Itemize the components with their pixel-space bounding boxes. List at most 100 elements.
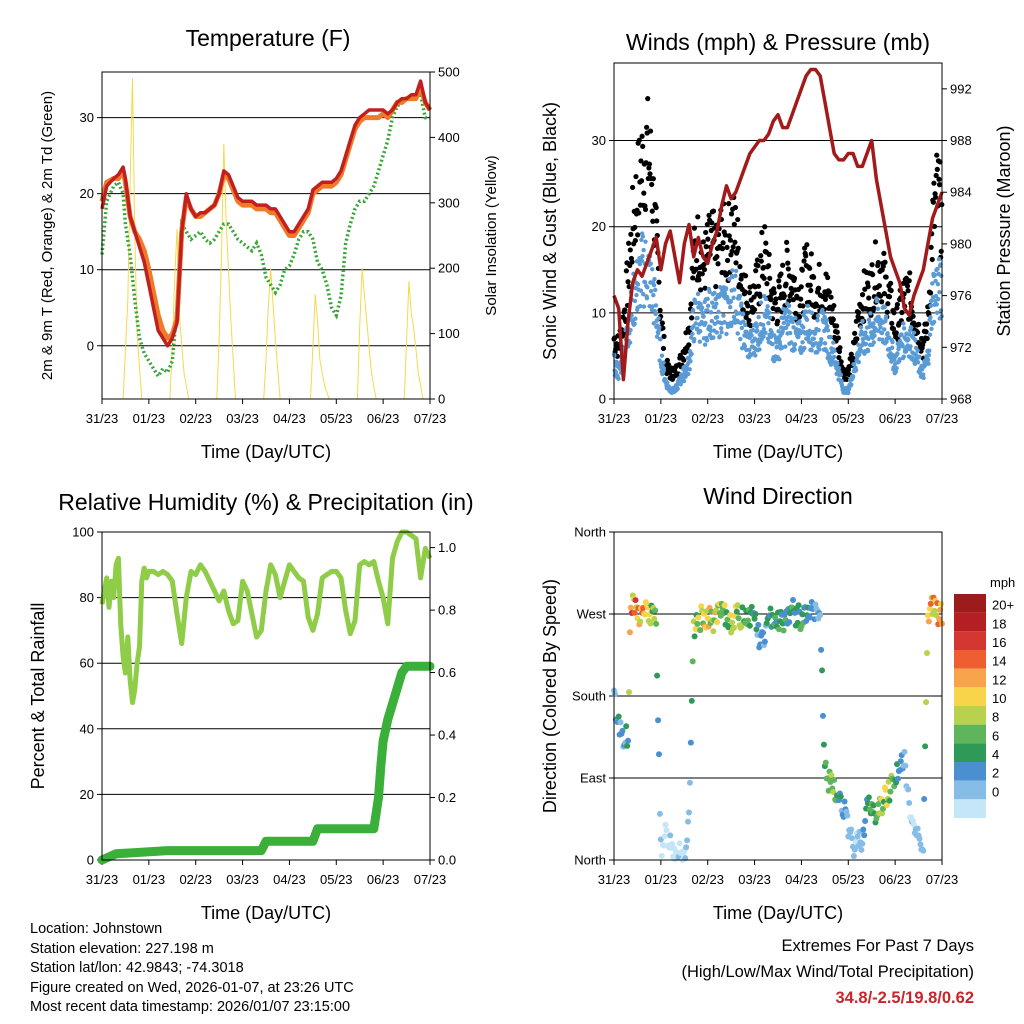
gust-point: [699, 271, 705, 277]
humidity-ytick-right-label: 0.2: [438, 790, 456, 805]
direction-point: [760, 629, 767, 636]
wind-point: [852, 361, 857, 367]
wind-point: [769, 330, 775, 335]
wind-point: [641, 292, 646, 297]
wind-point: [932, 272, 938, 278]
wind-point: [908, 344, 913, 349]
wind-point: [927, 332, 933, 337]
direction-points: [611, 592, 945, 863]
direction-point: [721, 602, 728, 609]
wind-point: [774, 340, 779, 345]
humidity-xtick-label: 07/23: [414, 872, 447, 887]
direction-point: [641, 611, 648, 618]
colorbar-swatch: [954, 762, 986, 781]
gust-point: [714, 254, 720, 260]
colorbar-swatch: [954, 687, 986, 706]
gust-point: [720, 240, 726, 246]
direction-point: [611, 691, 618, 698]
wind-point: [894, 365, 899, 371]
gust-point: [628, 231, 634, 237]
wind-point: [856, 342, 861, 347]
wind-point: [716, 309, 721, 315]
direction-point: [626, 629, 633, 636]
wind-point: [809, 310, 815, 316]
wind-point: [642, 279, 648, 285]
wind-point: [872, 333, 877, 338]
wind-point: [657, 358, 662, 363]
gust-point: [697, 287, 704, 293]
gust-point: [905, 288, 911, 294]
gust-point: [781, 293, 787, 299]
wind-point: [756, 314, 761, 320]
wind-point: [935, 266, 940, 272]
wind-point: [700, 310, 706, 316]
gust-point: [705, 236, 711, 242]
wind-point: [915, 348, 920, 353]
gust-point: [653, 205, 659, 211]
gust-point: [650, 176, 656, 182]
direction-point: [651, 615, 658, 622]
gust-point: [696, 277, 702, 283]
station-latlon: Station lat/lon: 42.9843; -74.3018: [30, 960, 244, 976]
colorbar-swatch: [954, 706, 986, 725]
gust-point: [638, 158, 644, 164]
gust-point: [904, 283, 911, 289]
gust-point: [801, 258, 807, 264]
wind-point: [838, 372, 843, 378]
humidity-xtick-label: 03/23: [226, 872, 259, 887]
gust-point: [742, 289, 748, 295]
wind-point: [934, 310, 940, 315]
wind-point: [707, 289, 712, 294]
gust-point: [840, 366, 847, 372]
wind-point: [900, 343, 905, 349]
winds-ytick-label: 0: [599, 392, 606, 407]
gust-point: [916, 321, 922, 327]
direction-point: [786, 619, 793, 626]
wind-point: [928, 303, 933, 309]
temperature-ytick-right-label: 200: [438, 261, 460, 276]
direction-point: [927, 600, 934, 607]
gust-point: [882, 259, 888, 265]
direction-point: [685, 809, 692, 816]
gust-point: [633, 173, 639, 180]
colorbar-swatch: [954, 650, 986, 669]
direction-point: [655, 717, 662, 724]
gust-point: [936, 182, 943, 188]
direction-point: [625, 689, 632, 696]
gust-point: [625, 279, 631, 285]
wind-point: [654, 334, 660, 339]
gust-point: [701, 266, 708, 273]
direction-point: [806, 614, 813, 621]
gust-point: [726, 233, 732, 239]
humidity-ytick-label: 20: [80, 787, 94, 802]
gust-point: [627, 247, 633, 253]
wind-point: [640, 253, 645, 259]
gust-point: [800, 303, 806, 309]
gust-point: [854, 336, 860, 342]
gust-point: [804, 242, 810, 248]
wind-point: [878, 325, 883, 330]
direction-point: [686, 779, 693, 786]
direction-point: [924, 612, 931, 619]
wind-point: [687, 367, 692, 372]
gust-point: [772, 300, 778, 306]
wind-point: [927, 348, 932, 353]
direction-point: [905, 786, 912, 793]
wind-point: [637, 261, 643, 267]
direction-point: [817, 612, 824, 619]
wind-point: [863, 341, 869, 347]
gust-point: [767, 275, 773, 281]
wind-point: [803, 309, 808, 314]
humidity-xtick-label: 04/23: [273, 872, 306, 887]
direction-point: [767, 605, 774, 612]
wind-point: [695, 315, 700, 321]
humidity-chart: Relative Humidity (%) & Precipitation (i…: [28, 489, 474, 923]
direction-point: [886, 797, 893, 804]
direction-point: [698, 603, 705, 610]
direction-point: [688, 697, 695, 704]
wind-point: [818, 340, 824, 346]
wind-point: [928, 298, 934, 304]
wind-point: [656, 316, 661, 321]
wind-point: [766, 310, 772, 315]
direction-plot-frame: [613, 531, 943, 861]
